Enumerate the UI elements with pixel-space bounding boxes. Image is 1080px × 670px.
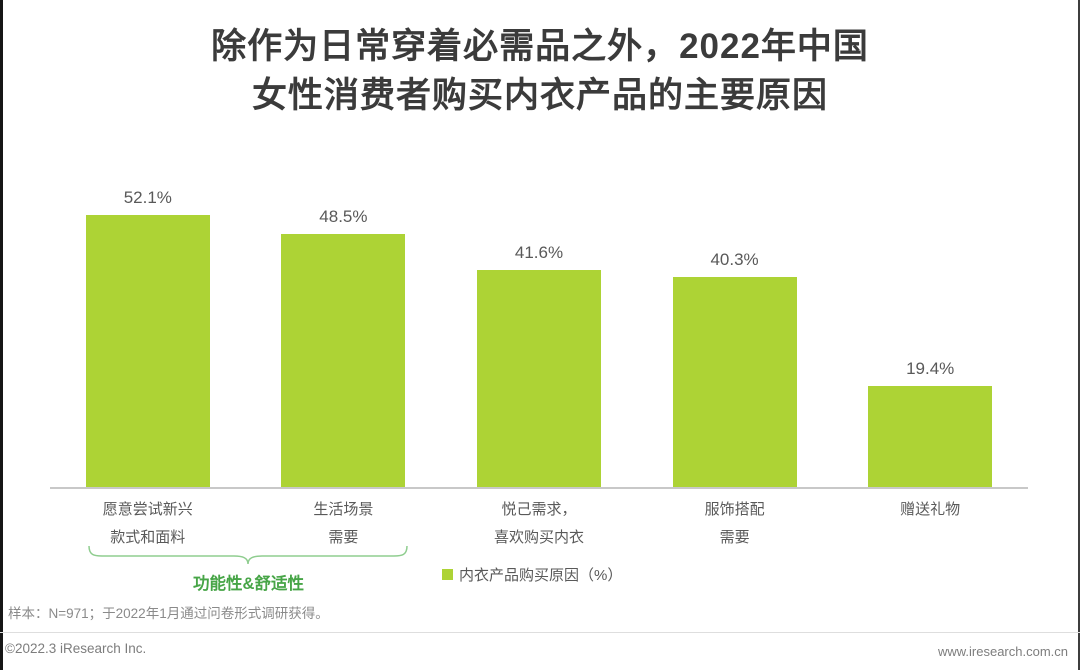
bar-value-label: 48.5% <box>319 206 368 226</box>
category-label-line: 喜欢购买内衣 <box>493 529 584 546</box>
category-label-line: 赠送礼物 <box>900 501 961 518</box>
left-edge-border <box>0 0 3 670</box>
bar <box>868 385 993 487</box>
website-url: www.iresearch.com.cn <box>937 644 1068 659</box>
category-label-line: 悦己需求， <box>501 501 577 518</box>
category-label: 悦己需求， 喜欢购买内衣 <box>441 496 637 552</box>
bar-value-label: 41.6% <box>514 242 564 262</box>
chart-title-line-1: 除作为日常穿着必需品之外，2022年中国 <box>211 27 869 66</box>
category-label: 生活场景 需要 <box>246 496 442 552</box>
category-label: 赠送礼物 <box>832 496 1028 552</box>
category-label-line: 愿意尝试新兴 <box>102 501 193 518</box>
group-bracket <box>88 545 408 565</box>
chart-title: 除作为日常穿着必需品之外，2022年中国 女性消费者购买内衣产品的主要原因 <box>0 22 1080 120</box>
category-label-line: 服饰搭配 <box>704 501 765 518</box>
bar-chart-plot-area: 52.1% 48.5% 41.6% 40.3% 19.4% <box>50 157 1028 489</box>
bar <box>85 215 210 487</box>
copyright-text: ©2022.3 iResearch Inc. <box>5 641 147 656</box>
bar <box>672 276 797 487</box>
legend-swatch <box>442 569 453 580</box>
bar-column: 52.1% <box>50 157 246 487</box>
category-axis-labels: 愿意尝试新兴 款式和面料 生活场景 需要 悦己需求， 喜欢购买内衣 服饰搭配 需要 赠送礼物 <box>50 496 1028 552</box>
bar-column: 41.6% <box>441 157 637 487</box>
category-label: 愿意尝试新兴 款式和面料 <box>50 496 246 552</box>
bar-column: 19.4% <box>832 157 1028 487</box>
category-label-line: 款式和面料 <box>110 529 186 546</box>
bar <box>476 269 601 487</box>
chart-title-line-2: 女性消费者购买内衣产品的主要原因 <box>251 76 828 115</box>
category-label-line: 生活场景 <box>313 501 374 518</box>
bar <box>281 233 406 487</box>
category-label: 服饰搭配 需要 <box>637 496 833 552</box>
bar-value-label: 19.4% <box>906 358 955 378</box>
sample-footnote: 样本：N=971；于2022年1月通过问卷形式调研获得。 <box>8 606 329 621</box>
bar-column: 48.5% <box>246 157 442 487</box>
category-label-line: 需要 <box>328 529 359 546</box>
bar-column: 40.3% <box>637 157 833 487</box>
right-edge-border <box>1078 0 1080 670</box>
chart-legend: 内衣产品购买原因（%） <box>442 564 622 585</box>
bar-value-label: 40.3% <box>710 249 759 269</box>
legend-label: 内衣产品购买原因（%） <box>459 567 623 584</box>
bar-value-label: 52.1% <box>123 188 172 208</box>
footer-divider <box>0 632 1080 633</box>
category-label-line: 需要 <box>719 529 750 546</box>
group-bracket-label: 功能性&舒适性 <box>193 575 304 593</box>
